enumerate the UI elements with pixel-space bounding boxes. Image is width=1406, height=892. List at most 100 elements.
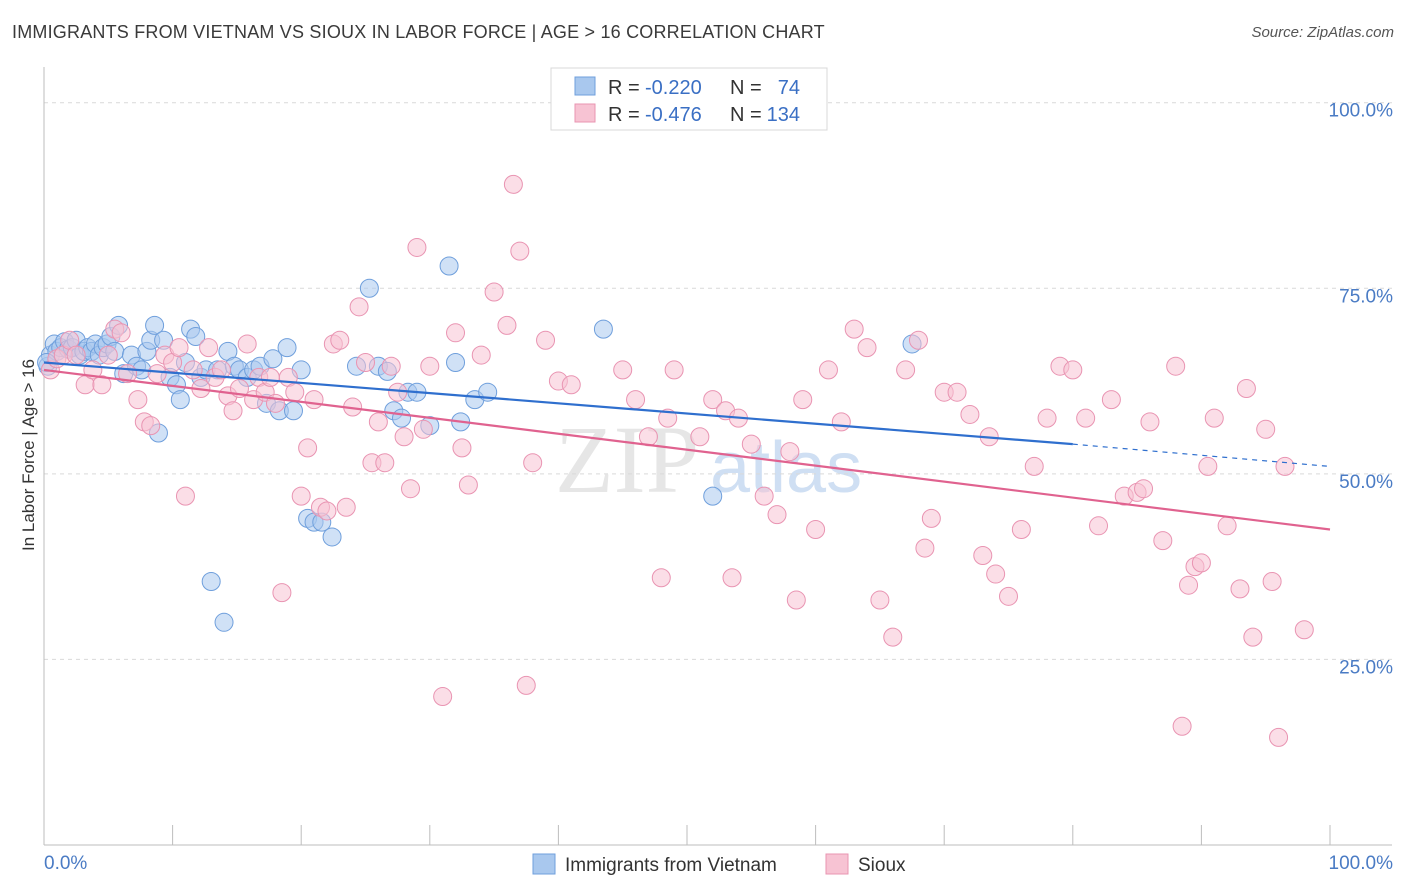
data-point xyxy=(767,505,787,525)
data-point xyxy=(368,412,388,432)
data-point xyxy=(211,360,231,380)
data-point xyxy=(883,627,903,647)
legend-r-value-vietnam: -0.220 xyxy=(645,77,702,99)
data-point xyxy=(272,583,292,603)
data-point xyxy=(1134,479,1154,499)
data-point xyxy=(523,453,543,473)
data-point xyxy=(458,475,478,495)
data-point xyxy=(237,334,257,354)
data-point xyxy=(503,174,523,194)
series-sioux-points xyxy=(40,174,1314,747)
data-point xyxy=(446,323,466,343)
data-point xyxy=(175,486,195,506)
data-point xyxy=(896,360,916,380)
data-point xyxy=(349,297,369,317)
data-point xyxy=(497,315,517,335)
data-point xyxy=(690,427,710,447)
data-point xyxy=(359,278,379,298)
data-point xyxy=(199,338,219,358)
legend-bottom-label-sioux: Sioux xyxy=(858,855,906,876)
data-point xyxy=(1294,620,1314,640)
legend-bottom-swatch-vietnam xyxy=(532,853,556,875)
data-point xyxy=(446,353,466,372)
data-point xyxy=(516,675,536,695)
data-point xyxy=(1037,408,1057,428)
data-point xyxy=(1140,412,1160,432)
data-point xyxy=(277,338,297,358)
data-point xyxy=(1269,727,1289,747)
data-point xyxy=(298,438,318,458)
y-tick-label-25: 25.0% xyxy=(1339,657,1393,678)
data-point xyxy=(947,382,967,402)
data-point xyxy=(285,382,305,402)
data-point xyxy=(317,501,337,521)
data-point xyxy=(388,382,408,402)
data-point xyxy=(1243,627,1263,647)
trend-line-extension-vietnam xyxy=(1072,443,1331,468)
data-point xyxy=(1256,419,1276,439)
x-ticks xyxy=(43,825,1331,845)
data-point xyxy=(510,241,530,261)
data-point xyxy=(92,375,112,395)
data-point xyxy=(754,486,774,506)
data-point xyxy=(986,564,1006,584)
watermark-zip: ZIP xyxy=(555,406,699,513)
data-point xyxy=(658,408,678,428)
data-point xyxy=(413,419,433,439)
legend-r-label-sioux: R = xyxy=(608,104,640,126)
legend-n-value-vietnam: 74 xyxy=(778,77,800,99)
data-point xyxy=(183,360,203,380)
data-point xyxy=(561,375,581,395)
data-point xyxy=(1089,516,1109,536)
data-point xyxy=(831,412,851,432)
data-point xyxy=(283,401,303,421)
data-point xyxy=(420,356,440,376)
legend-r-label-vietnam: R = xyxy=(608,77,640,99)
data-point xyxy=(1217,516,1237,536)
data-point xyxy=(870,590,890,610)
data-point xyxy=(1076,408,1096,428)
data-point xyxy=(170,390,190,410)
data-point xyxy=(793,390,813,410)
y-tick-label-100: 100.0% xyxy=(1329,101,1394,122)
data-point xyxy=(593,319,613,339)
data-point xyxy=(111,323,131,343)
legend-top: R = -0.220 N = 74 R = -0.476 N = 134 xyxy=(550,67,828,131)
data-point xyxy=(98,345,118,365)
data-point xyxy=(1191,553,1211,573)
data-point xyxy=(1198,456,1218,476)
data-point xyxy=(1172,716,1192,736)
legend-swatch-vietnam xyxy=(574,76,596,96)
trend-line-sioux xyxy=(43,368,1331,531)
y-axis-label: In Labor Force | Age > 16 xyxy=(19,359,38,551)
data-point xyxy=(1275,456,1295,476)
data-point xyxy=(381,356,401,376)
legend-n-label-vietnam: N = xyxy=(730,77,762,99)
data-point xyxy=(214,612,234,632)
data-point xyxy=(141,416,161,436)
trend-lines xyxy=(43,361,1331,531)
data-point xyxy=(1262,571,1282,591)
data-point xyxy=(703,486,723,506)
data-point xyxy=(626,390,646,410)
data-point xyxy=(1166,356,1186,376)
data-point xyxy=(1236,378,1256,398)
data-point xyxy=(1063,360,1083,380)
data-point xyxy=(638,427,658,447)
data-point xyxy=(908,330,928,350)
legend-n-label-sioux: N = xyxy=(730,104,762,126)
data-point xyxy=(999,586,1018,606)
data-point xyxy=(263,349,283,369)
chart-title: IMMIGRANTS FROM VIETNAM VS SIOUX IN LABO… xyxy=(12,22,825,42)
data-point xyxy=(1024,456,1044,476)
axes xyxy=(43,67,1392,846)
data-point xyxy=(186,327,206,347)
data-point xyxy=(1179,575,1199,595)
trend-line-vietnam xyxy=(43,361,1073,446)
data-point xyxy=(336,497,356,517)
data-point xyxy=(844,319,864,339)
data-point xyxy=(304,390,324,410)
data-point xyxy=(407,237,427,257)
data-point xyxy=(356,353,375,372)
data-point xyxy=(1153,531,1173,551)
